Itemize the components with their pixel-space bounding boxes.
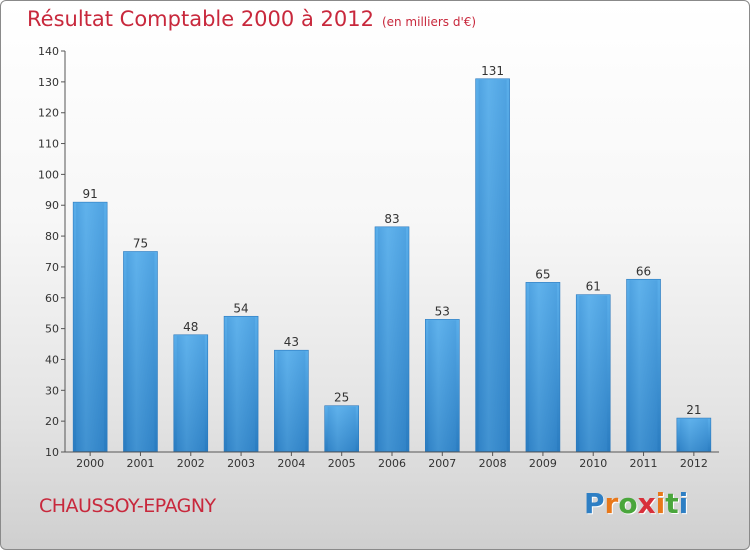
bars: 91 75 48 54 43 25 83 53 131 65 61 66 21 [72,64,712,453]
x-tick-label: 2003 [227,457,255,470]
logo-letter: o [618,487,638,520]
bar-highlight [76,203,105,451]
data-label: 91 [83,187,98,201]
y-tick-label: 30 [45,384,59,397]
x-tick-label: 2005 [328,457,356,470]
data-label: 48 [183,320,198,334]
data-label: 53 [435,304,450,318]
data-label: 43 [284,335,299,349]
x-axis: 2000 2001 2002 2003 2004 2005 2006 2007 2008 2009… [65,451,719,470]
logo-letter: r [604,487,619,520]
chart-title: Résultat Comptable 2000 à 2012 (en millie… [27,7,477,31]
bar-highlight [176,335,205,451]
city-name: CHAUSSOY-EPAGNY [39,495,216,517]
y-tick-label: 140 [38,45,59,58]
bar-highlight [528,283,557,451]
bar-highlight [579,295,608,451]
x-tick-label: 2000 [76,457,104,470]
chart-subtitle: (en milliers d'€) [381,15,477,29]
y-tick-label: 10 [45,446,59,459]
x-tick-label: 2001 [126,457,154,470]
bar-highlight [227,317,256,451]
y-tick-label: 20 [45,415,59,428]
bar-highlight [126,252,155,451]
proxiti-logo: Proxiti [584,487,688,520]
bar-highlight [478,79,507,451]
y-tick-label: 130 [38,76,59,89]
y-tick-label: 60 [45,292,59,305]
logo-letter: i [655,487,666,520]
y-tick-label: 100 [38,168,59,181]
data-label: 25 [334,391,349,405]
x-tick-label: 2007 [428,457,456,470]
x-tick-label: 2002 [177,457,205,470]
data-label: 131 [481,64,504,78]
x-tick-label: 2004 [277,457,305,470]
y-tick-label: 50 [45,323,59,336]
y-tick-label: 40 [45,353,59,366]
x-tick-label: 2006 [378,457,406,470]
bar-highlight [378,227,406,451]
x-tick-label: 2008 [479,457,507,470]
logo-letter: x [637,487,656,520]
data-label: 65 [535,267,550,281]
data-label: 83 [384,212,399,226]
data-label: 75 [133,237,148,251]
y-tick-label: 90 [45,199,59,212]
y-tick-label: 70 [45,261,59,274]
y-tick-label: 110 [38,138,59,151]
data-label: 61 [586,280,601,294]
x-tick-label: 2009 [529,457,557,470]
logo-letter: t [665,487,679,520]
x-tick-label: 2010 [579,457,607,470]
data-label: 21 [686,403,701,417]
bar-highlight [327,406,356,451]
bar-highlight [277,351,306,451]
y-tick-label: 80 [45,230,59,243]
data-label: 54 [233,301,248,315]
x-tick-label: 2011 [630,457,658,470]
y-axis: 10 20 30 40 50 60 70 80 90 100 110 120 130 140 [38,45,66,459]
x-tick-label: 2012 [680,457,708,470]
bar-highlight [428,320,457,451]
bar-highlight [679,419,708,451]
y-tick-label: 120 [38,107,59,120]
data-label: 66 [636,264,651,278]
logo-letter: P [584,487,605,520]
logo-letter: i [678,487,689,520]
bar-highlight [629,280,658,451]
